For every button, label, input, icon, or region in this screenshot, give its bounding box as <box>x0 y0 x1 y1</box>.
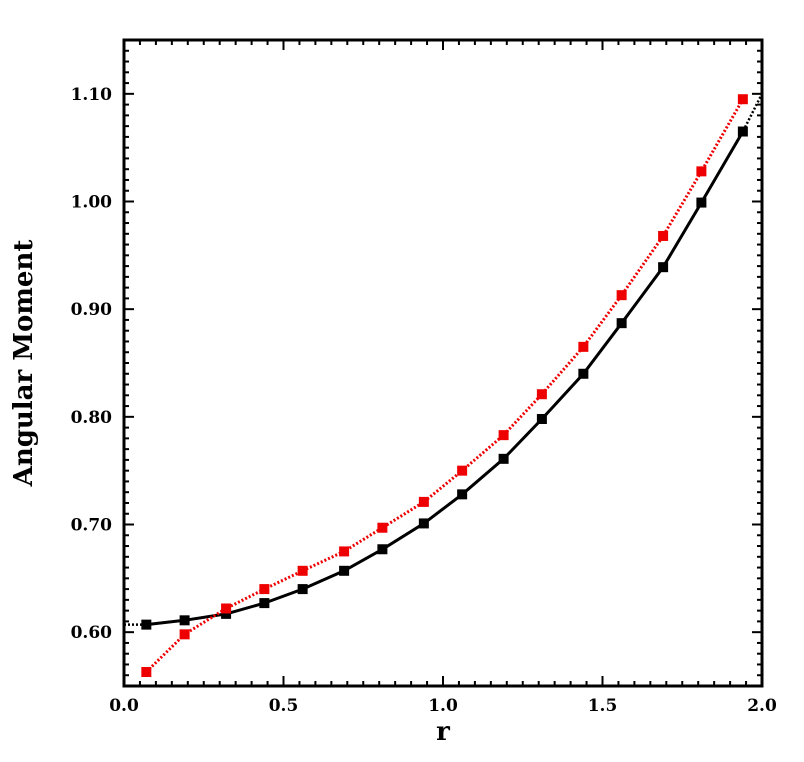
x-tick-label: 1.0 <box>428 696 458 716</box>
series-0-line <box>146 130 745 627</box>
series-1-point <box>658 230 669 241</box>
series-0-point <box>221 608 232 619</box>
series-0-point <box>498 453 509 464</box>
series-1-point <box>141 667 152 678</box>
series-0-point <box>259 598 270 609</box>
x-tick-label: 2.0 <box>747 696 777 716</box>
axis-ticks <box>123 39 763 687</box>
series-1-point <box>578 341 589 352</box>
series-1-point <box>221 603 232 614</box>
series-1-point <box>259 584 270 595</box>
y-tick-label: 0.80 <box>71 408 113 428</box>
series-0-point <box>457 489 468 500</box>
series-0-point <box>536 413 547 424</box>
series-1-point <box>498 430 509 441</box>
series-1-line <box>145 98 745 674</box>
series-0-point <box>339 565 350 576</box>
plot-frame <box>122 38 764 688</box>
x-tick-label: 0.0 <box>109 696 139 716</box>
series-1-point <box>297 565 308 576</box>
series-1-point <box>179 629 190 640</box>
series-0-point <box>179 615 190 626</box>
series-0-point <box>737 126 748 137</box>
series-0-point <box>696 197 707 208</box>
tick-labels: 0.0 0.5 1.0 1.5 2.0 0.60 0.70 0.80 0.90 1.00 1.10 <box>71 85 777 716</box>
series-1-point <box>737 94 748 105</box>
series-0-point <box>297 584 308 595</box>
series-0-point <box>418 518 429 529</box>
series-1-point <box>536 389 547 400</box>
y-tick-label: 0.90 <box>71 300 113 320</box>
series-layer <box>124 93 764 678</box>
series-0-point <box>578 368 589 379</box>
series-0-point <box>616 318 627 329</box>
series-0 <box>124 93 764 630</box>
series-0-point <box>141 619 152 630</box>
y-tick-label: 1.00 <box>71 193 113 213</box>
series-1 <box>141 94 748 678</box>
series-1-point <box>696 166 707 177</box>
y-axis-label: Angular Moment <box>9 240 39 488</box>
x-tick-label: 1.5 <box>588 696 618 716</box>
x-axis-label: r <box>436 717 450 747</box>
series-0-point <box>377 544 388 555</box>
series-1-point <box>418 496 429 507</box>
x-tick-label: 0.5 <box>269 696 299 716</box>
series-0-trend-line <box>124 93 764 626</box>
series-1-point <box>339 546 350 557</box>
y-tick-label: 0.60 <box>71 623 113 643</box>
series-1-point <box>377 522 388 533</box>
series-1-point <box>616 290 627 301</box>
y-tick-label: 0.70 <box>71 516 113 536</box>
series-1-point <box>457 465 468 476</box>
series-0-point <box>658 262 669 273</box>
y-tick-label: 1.10 <box>71 85 113 105</box>
